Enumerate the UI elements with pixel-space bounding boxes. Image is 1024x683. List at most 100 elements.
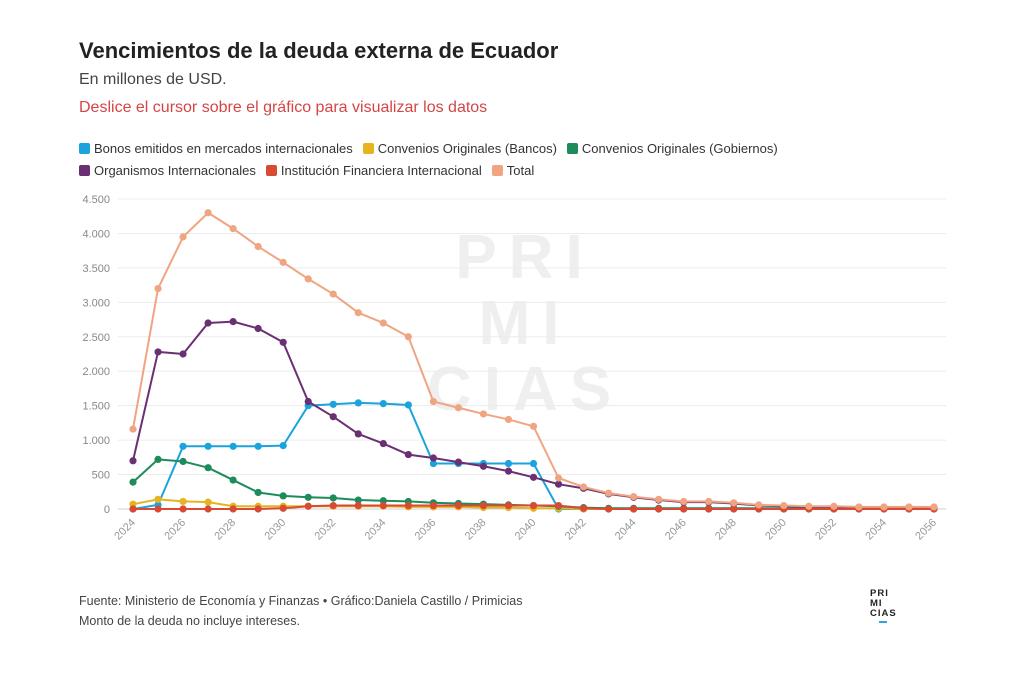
data-point[interactable]: Bonos emitidos en mercados internacional… (204, 442, 212, 450)
data-point[interactable]: Total 2028: 4070 (229, 225, 237, 233)
data-point[interactable]: Bonos emitidos en mercados internacional… (429, 459, 437, 468)
data-point[interactable]: Total 2030: 3580 (279, 258, 287, 266)
data-point[interactable]: Convenios Originales (Gobiernos) 2025: 7… (154, 455, 162, 463)
data-point[interactable]: Total 2044: 180 (630, 493, 638, 501)
data-point[interactable]: Organismos Internacionales 2037: 680 (454, 458, 463, 466)
data-point[interactable]: Total 2045: 140 (655, 495, 663, 503)
data-point[interactable]: Total 2039: 1300 (504, 415, 513, 424)
data-point[interactable]: Total 2050: 50 (780, 501, 788, 510)
data-point[interactable]: Institución Financiera Internacional 204… (579, 504, 588, 512)
data-point[interactable]: Institución Financiera Internacional 203… (354, 501, 362, 510)
data-point[interactable]: Institución Financiera Internacional 204… (705, 505, 713, 513)
data-point[interactable]: Total 2052: 40 (830, 502, 838, 510)
data-point[interactable]: Organismos Internacionales 2036: 740 (429, 454, 437, 462)
data-point[interactable]: Institución Financiera Internacional 202… (179, 505, 187, 513)
data-point[interactable]: Bonos emitidos en mercados internacional… (229, 442, 237, 450)
data-point[interactable]: Total 2034: 2700 (379, 319, 387, 327)
data-point[interactable]: Organismos Internacionales 2035: 790 (404, 450, 412, 459)
data-point[interactable]: Organismos Internacionales 2040: 460 (529, 473, 538, 481)
data-point[interactable]: Total 2049: 60 (755, 501, 763, 509)
data-point[interactable]: Convenios Originales (Gobiernos) 2031: 1… (304, 493, 312, 501)
data-point[interactable]: Institución Financiera Internacional 203… (454, 501, 463, 510)
data-point[interactable]: Total 2056: 30 (930, 503, 938, 511)
data-point[interactable]: Total 2043: 230 (604, 489, 613, 497)
data-point[interactable]: Total 2046: 110 (680, 497, 688, 506)
data-point[interactable]: Institución Financiera Internacional 204… (630, 505, 638, 513)
data-point[interactable]: Total 2036: 1560 (429, 397, 437, 406)
legend-item[interactable]: Institución Financiera Internacional (265, 160, 482, 182)
data-point[interactable]: Convenios Originales (Gobiernos) 2029: 2… (254, 488, 262, 497)
data-point[interactable]: Institución Financiera Internacional 203… (379, 501, 387, 510)
data-point[interactable]: Convenios Originales (Gobiernos) 2024: 3… (129, 478, 137, 486)
data-point[interactable]: Total 2040: 1200 (529, 422, 538, 430)
data-point[interactable]: Organismos Internacionales 2027: 2700 (204, 319, 212, 327)
data-point[interactable]: Institución Financiera Internacional 204… (554, 501, 563, 510)
data-point[interactable]: Organismos Internacionales 2028: 2720 (229, 318, 237, 326)
data-point[interactable]: Bonos emitidos en mercados internacional… (279, 442, 287, 450)
data-point[interactable]: Institución Financiera Internacional 204… (680, 505, 688, 513)
data-point[interactable]: Institución Financiera Internacional 204… (655, 505, 663, 513)
legend-item[interactable]: Convenios Originales (Bancos) (362, 138, 557, 160)
data-point[interactable]: Institución Financiera Internacional 203… (504, 501, 513, 510)
legend-item[interactable]: Bonos emitidos en mercados internacional… (79, 138, 353, 160)
data-point[interactable]: Total 2026: 3950 (179, 233, 187, 241)
data-point[interactable]: Institución Financiera Internacional 202… (254, 505, 262, 513)
data-point[interactable]: Bonos emitidos en mercados internacional… (179, 442, 187, 450)
data-point[interactable]: Bonos emitidos en mercados internacional… (329, 400, 337, 408)
data-point[interactable]: Total 2038: 1380 (479, 410, 488, 418)
data-point[interactable]: Bonos emitidos en mercados internacional… (354, 399, 362, 407)
data-point[interactable]: Institución Financiera Internacional 203… (479, 501, 488, 510)
legend-item[interactable]: Organismos Internacionales (79, 160, 256, 182)
data-point[interactable]: Bonos emitidos en mercados internacional… (254, 442, 262, 450)
data-point[interactable]: Organismos Internacionales 2026: 2250 (179, 350, 187, 358)
data-point[interactable]: Total 2029: 3810 (254, 242, 262, 251)
data-point[interactable]: Organismos Internacionales 2024: 700 (129, 457, 137, 465)
data-point[interactable]: Organismos Internacionales 2025: 2280 (154, 348, 162, 356)
data-point[interactable]: Institución Financiera Internacional 202… (154, 505, 162, 513)
data-point[interactable]: Organismos Internacionales 2039: 550 (504, 467, 513, 475)
data-point[interactable]: Bonos emitidos en mercados internacional… (529, 459, 538, 468)
data-point[interactable]: Institución Financiera Internacional 204… (529, 501, 538, 510)
data-point[interactable]: Total 2032: 3120 (329, 290, 337, 298)
data-point[interactable]: Convenios Originales (Gobiernos) 2033: 1… (354, 496, 362, 504)
data-point[interactable]: Institución Financiera Internacional 203… (279, 504, 287, 512)
data-point[interactable]: Convenios Originales (Bancos) 2025: 140 (154, 495, 162, 503)
data-point[interactable]: Total 2042: 320 (579, 483, 588, 491)
data-point[interactable]: Organismos Internacionales 2038: 620 (479, 462, 488, 470)
data-point[interactable]: Organismos Internacionales 2041: 360 (554, 480, 563, 488)
data-point[interactable]: Bonos emitidos en mercados internacional… (379, 400, 387, 408)
legend-item[interactable]: Total (491, 160, 534, 182)
data-point[interactable]: Total 2025: 3200 (154, 284, 162, 293)
data-point[interactable]: Total 2041: 450 (554, 474, 563, 482)
legend-item[interactable]: Convenios Originales (Gobiernos) (566, 138, 778, 160)
data-point[interactable]: Bonos emitidos en mercados internacional… (504, 459, 513, 468)
data-point[interactable]: Total 2053: 30 (855, 503, 863, 511)
data-point[interactable]: Total 2048: 90 (730, 499, 738, 507)
data-point[interactable]: Institución Financiera Internacional 204… (730, 505, 738, 513)
data-point[interactable]: Institución Financiera Internacional 203… (404, 501, 412, 510)
data-point[interactable]: Convenios Originales (Gobiernos) 2030: 1… (279, 492, 287, 500)
data-point[interactable]: Total 2037: 1470 (454, 404, 463, 412)
data-point[interactable]: Institución Financiera Internacional 203… (304, 502, 312, 510)
data-point[interactable]: Convenios Originales (Gobiernos) 2028: 4… (229, 476, 237, 484)
data-point[interactable]: Institución Financiera Internacional 202… (129, 505, 137, 513)
data-point[interactable]: Bonos emitidos en mercados internacional… (404, 401, 412, 409)
data-point[interactable]: Convenios Originales (Bancos) 2026: 110 (179, 497, 187, 506)
data-point[interactable]: Total 2031: 3340 (304, 275, 312, 283)
data-point[interactable]: Institución Financiera Internacional 202… (204, 505, 212, 513)
data-point[interactable]: Convenios Originales (Gobiernos) 2026: 6… (179, 457, 187, 466)
data-point[interactable]: Total 2033: 2850 (354, 309, 362, 317)
data-point[interactable]: Organismos Internacionales 2034: 950 (379, 439, 387, 448)
data-point[interactable]: Total 2055: 30 (905, 503, 913, 511)
data-point[interactable]: Total 2054: 30 (880, 503, 888, 511)
data-point[interactable]: Institución Financiera Internacional 203… (429, 501, 437, 510)
data-point[interactable]: Organismos Internacionales 2033: 1090 (354, 430, 362, 438)
data-point[interactable]: Convenios Originales (Bancos) 2027: 100 (204, 498, 212, 506)
data-point[interactable]: Total 2024: 1160 (129, 425, 137, 433)
data-point[interactable]: Institución Financiera Internacional 203… (329, 501, 337, 510)
data-point[interactable]: Institución Financiera Internacional 204… (604, 505, 613, 513)
data-point[interactable]: Total 2035: 2500 (404, 333, 412, 341)
